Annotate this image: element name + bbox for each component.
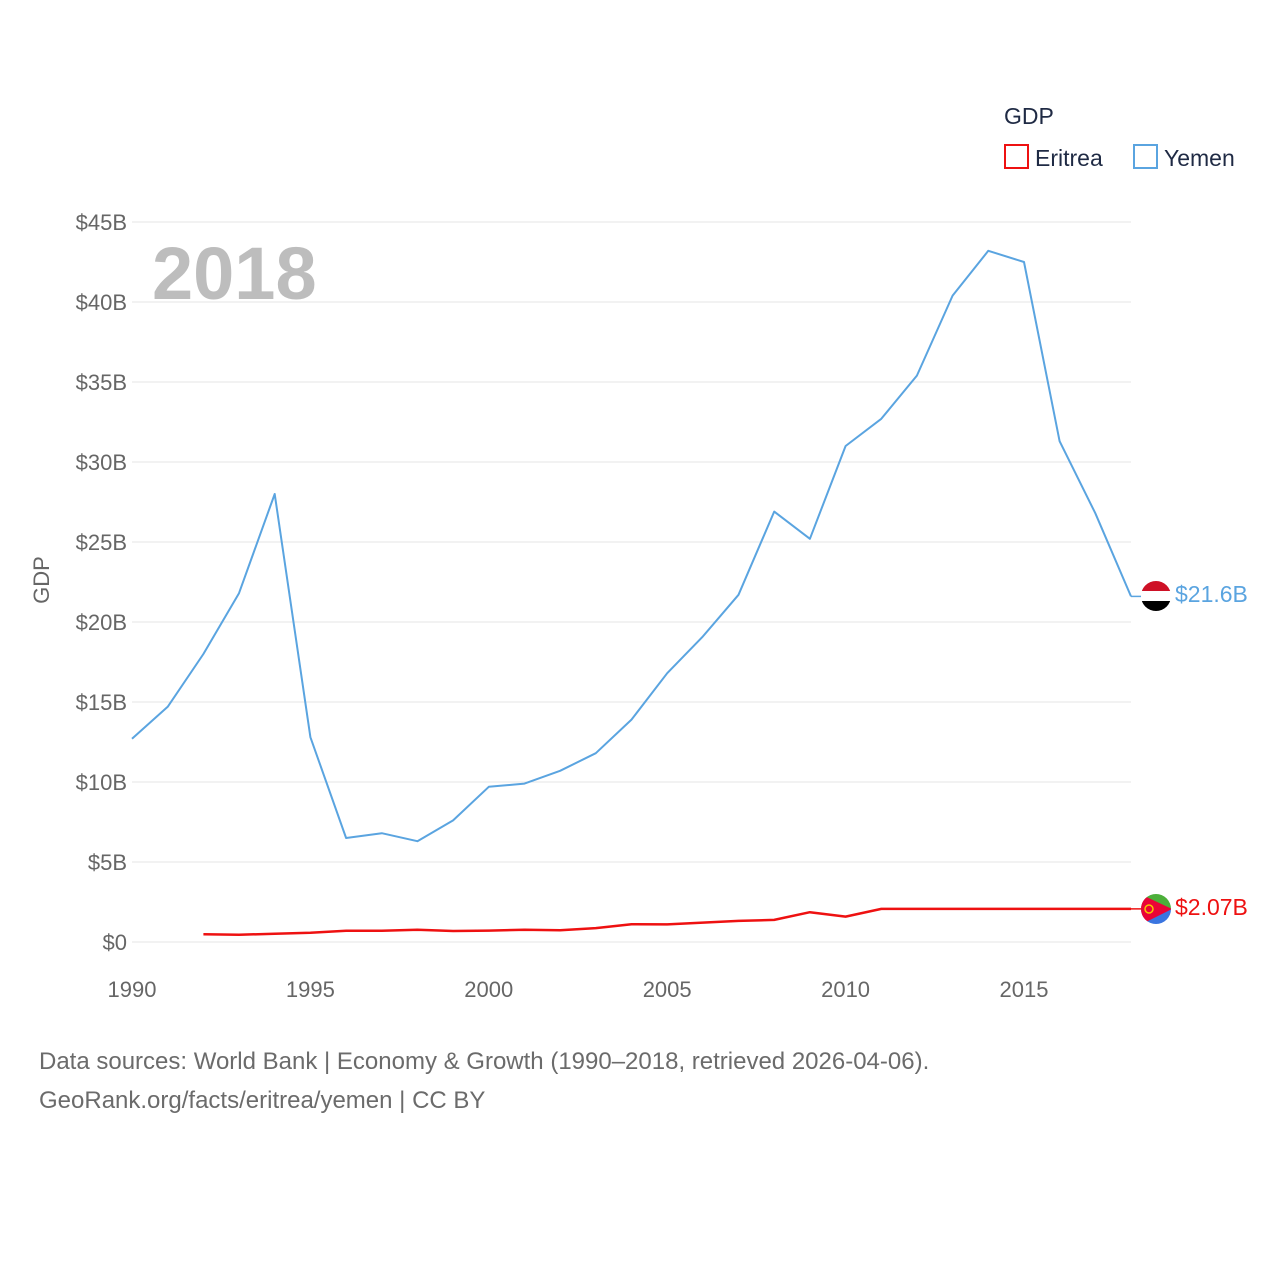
series-layer — [131, 249, 1141, 937]
end-label-yemen: $21.6B — [1175, 581, 1248, 607]
x-tick-label: 2000 — [464, 977, 513, 1002]
end-label-eritrea: $2.07B — [1175, 894, 1248, 920]
footer: Data sources: World Bank | Economy & Gro… — [39, 1042, 929, 1120]
x-axis-ticks: 1990 1995 2000 2005 2010 2015 — [108, 977, 1049, 1002]
eritrea-flag-icon — [1141, 894, 1171, 924]
year-watermark: 2018 — [152, 232, 317, 315]
series-line-eritrea[interactable] — [203, 907, 1131, 937]
y-tick-label: $15B — [76, 690, 127, 715]
series-line-yemen[interactable] — [131, 249, 1132, 843]
x-tick-label: 1995 — [286, 977, 335, 1002]
legend: GDP Eritrea Yemen — [1004, 103, 1235, 171]
y-tick-label: $30B — [76, 450, 127, 475]
y-tick-label: $25B — [76, 530, 127, 555]
y-tick-label: $0 — [103, 930, 127, 955]
x-tick-label: 2005 — [643, 977, 692, 1002]
y-tick-label: $20B — [76, 610, 127, 635]
x-tick-label: 2015 — [999, 977, 1048, 1002]
y-tick-label: $10B — [76, 770, 127, 795]
legend-item-yemen[interactable]: Yemen — [1133, 144, 1235, 171]
footer-link[interactable]: GeoRank.org/facts/eritrea/yemen | CC BY — [39, 1087, 486, 1114]
y-axis-label: GDP — [29, 556, 54, 604]
legend-swatch-yemen — [1133, 144, 1158, 169]
legend-label-eritrea: Eritrea — [1035, 145, 1103, 171]
legend-title: GDP — [1004, 103, 1054, 129]
legend-label-yemen: Yemen — [1164, 145, 1235, 171]
footer-sources: Data sources: World Bank | Economy & Gro… — [39, 1048, 930, 1075]
legend-item-eritrea[interactable]: Eritrea — [1004, 144, 1103, 171]
legend-swatch-eritrea — [1004, 144, 1029, 169]
y-tick-label: $40B — [76, 290, 127, 315]
yemen-flag-icon — [1141, 581, 1171, 611]
y-tick-label: $5B — [88, 850, 127, 875]
x-tick-label: 1990 — [108, 977, 157, 1002]
y-axis-ticks: $0 $5B $10B $15B $20B $25B $30B $35B $40B $45B — [76, 210, 127, 955]
y-tick-label: $45B — [76, 210, 127, 235]
y-tick-label: $35B — [76, 370, 127, 395]
gridlines — [132, 221, 1131, 943]
x-tick-label: 2010 — [821, 977, 870, 1002]
